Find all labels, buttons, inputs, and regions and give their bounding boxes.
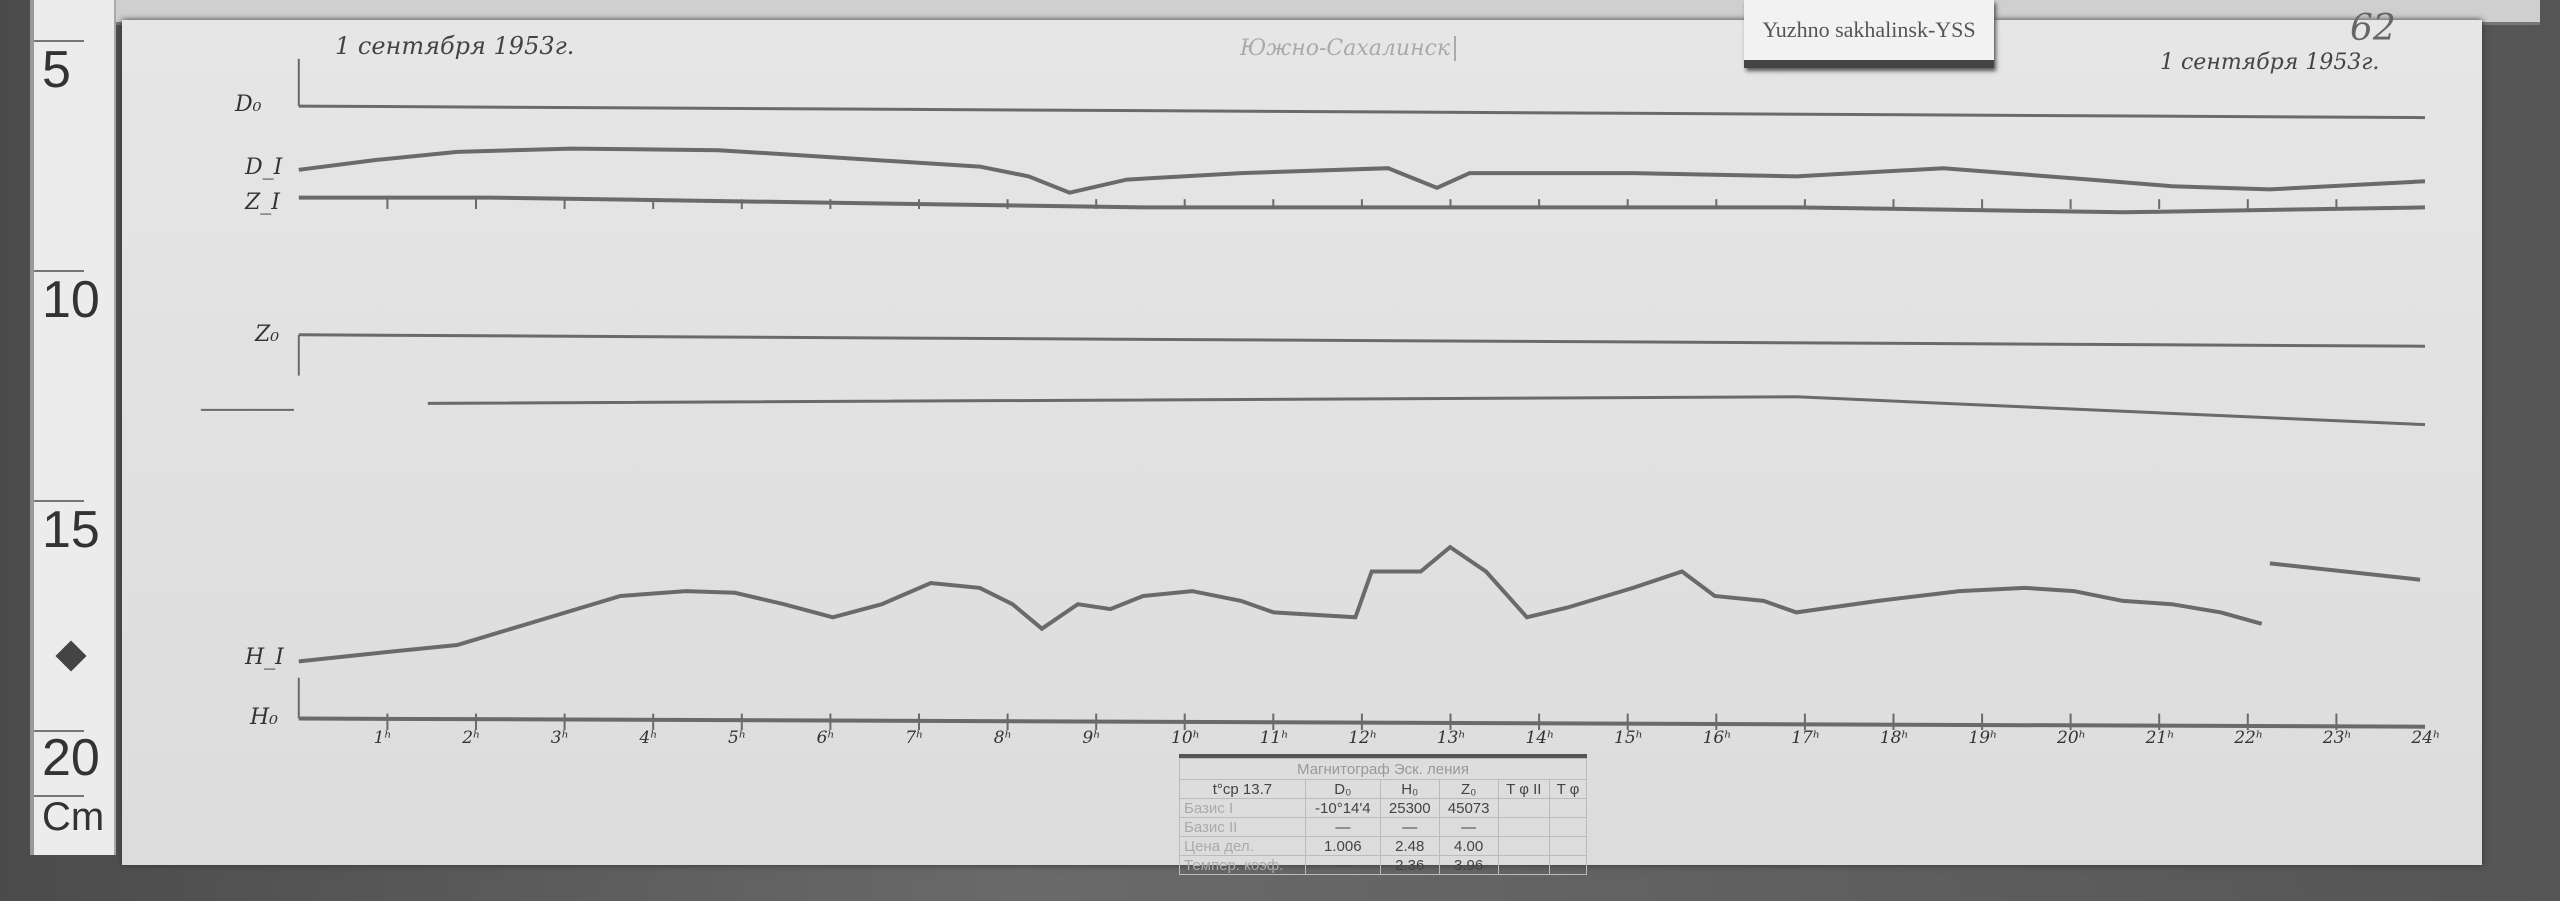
table-cell: —: [1438, 817, 1499, 837]
hour-label: 2ʰ: [462, 728, 481, 748]
table-header: T φ II: [1497, 779, 1551, 799]
station-label: Yuzhno sakhalinsk-YSS: [1744, 0, 1994, 68]
channel-label-hi: H_I: [245, 645, 284, 670]
ruler-mark: 5: [42, 41, 71, 99]
table-cell: [1549, 836, 1587, 856]
row-label: Цена дел.: [1179, 836, 1306, 856]
channel-label-di: D_I: [245, 155, 283, 180]
hour-label: 17ʰ: [1791, 728, 1821, 748]
calibration-table: Магнитограф Эск. ления t°ср 13.7 D₀ H₀ Z…: [1179, 754, 1587, 875]
table-cell: [1549, 817, 1587, 837]
table-header-row: t°ср 13.7 D₀ H₀ Z₀ T φ II T φ: [1179, 779, 1587, 799]
ruler-mark: 15: [42, 501, 100, 559]
date-right: 1 сентября 1953г.: [2160, 50, 2380, 75]
hour-label: 24ʰ: [2411, 728, 2441, 748]
table-header: T φ: [1549, 779, 1587, 799]
hour-label: 10ʰ: [1171, 728, 1200, 748]
hour-label: 14ʰ: [1525, 728, 1555, 748]
hour-label: 11ʰ: [1259, 728, 1289, 748]
table-row: Темпер. коэф. —2.36 3.96: [1179, 855, 1587, 875]
hour-label: 15ʰ: [1614, 728, 1643, 748]
hour-label: 23ʰ: [2322, 728, 2352, 748]
table-cell: [1497, 855, 1551, 875]
sheet-number: 62: [2350, 8, 2396, 49]
h-trace-offset: [2269, 561, 2421, 582]
table-cell: 25300: [1379, 798, 1440, 818]
hour-label: 12ʰ: [1348, 728, 1378, 748]
ruler-tick: [34, 730, 84, 732]
table-cell: —: [1304, 855, 1381, 875]
table-header: H₀: [1379, 779, 1440, 799]
table-header: D₀: [1304, 779, 1381, 799]
table-cell: [1497, 798, 1551, 818]
hour-label: 18ʰ: [1879, 728, 1909, 748]
table-cell: -10°14'4: [1304, 798, 1381, 818]
table-cell: [1549, 798, 1587, 818]
ruler-tick: [34, 40, 84, 42]
z-trace: [298, 195, 2426, 215]
table-cell: [1497, 836, 1551, 856]
z0-baseline: [298, 333, 2426, 348]
ruler-tick: [34, 500, 84, 502]
hour-label: 22ʰ: [2234, 728, 2264, 748]
ruler-mark: 20: [42, 729, 100, 787]
channel-label-z0: Z₀: [255, 322, 280, 347]
hour-label: 21ʰ: [2145, 728, 2175, 748]
table-row: Базис I -10°14'4 25300 45073: [1179, 798, 1587, 818]
hour-label: 8ʰ: [993, 728, 1012, 748]
table-header: Z₀: [1438, 779, 1499, 799]
ruler-unit: Cm: [42, 795, 105, 839]
channel-label-zi: Z_I: [245, 190, 280, 215]
ruler-mark: 10: [42, 271, 100, 329]
table-header: t°ср 13.7: [1179, 779, 1306, 799]
d0-baseline: [298, 104, 2426, 120]
hour-label: 5ʰ: [728, 728, 747, 748]
row-label: Темпер. коэф.: [1179, 855, 1306, 875]
table-cell: —: [1304, 817, 1381, 837]
table-cell: 2.36: [1379, 855, 1440, 875]
d-trace: [298, 146, 2426, 195]
channel-label-d0: D₀: [235, 92, 262, 117]
hour-label: 1ʰ: [373, 728, 392, 748]
h-trace: [298, 544, 2263, 664]
temperature-trace: [427, 395, 2426, 427]
table-cell: 45073: [1438, 798, 1499, 818]
hour-label: 13ʰ: [1436, 728, 1466, 748]
hour-label: 7ʰ: [905, 728, 924, 748]
table-cell: 1.006: [1304, 836, 1381, 856]
ruler-tick: [34, 270, 84, 272]
table-cell: [1497, 817, 1551, 837]
table-cell: 4.00: [1438, 836, 1499, 856]
hour-label: 19ʰ: [1968, 728, 1998, 748]
hour-label: 6ʰ: [816, 728, 835, 748]
hour-label: 16ʰ: [1702, 728, 1732, 748]
row-label: Базис II: [1179, 817, 1306, 837]
table-cell: [1549, 855, 1587, 875]
table-row: Цена дел. 1.006 2.48 4.00: [1179, 836, 1587, 856]
ruler-tick: [34, 795, 84, 797]
row-label: Базис I: [1179, 798, 1306, 818]
hour-label: 3ʰ: [550, 728, 569, 748]
table-caption: Магнитограф Эск. ления: [1179, 758, 1587, 780]
hour-label: 4ʰ: [639, 728, 658, 748]
channel-label-h0: H₀: [250, 705, 279, 730]
table-cell: —: [1379, 817, 1440, 837]
table-row: Базис II — — —: [1179, 817, 1587, 837]
table-cell: 3.96: [1438, 855, 1499, 875]
hour-label: 9ʰ: [1082, 728, 1101, 748]
hour-label: 20ʰ: [2057, 728, 2086, 748]
ruler: 5 10 15 20 Cm: [30, 0, 116, 855]
station-stamp: Южно-Сахалинск: [1240, 36, 1457, 61]
table-cell: 2.48: [1379, 836, 1440, 856]
date-left: 1 сентября 1953г.: [335, 32, 575, 60]
